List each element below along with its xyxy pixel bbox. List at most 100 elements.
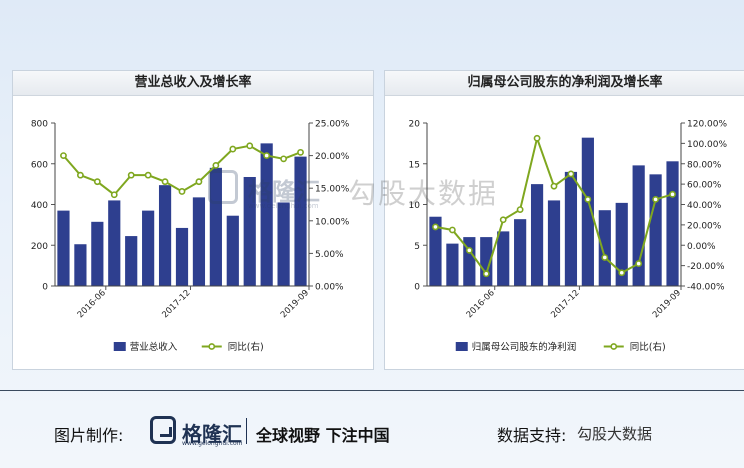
y-left-tick-label: 0 [42, 283, 48, 293]
growth-point [601, 254, 609, 261]
growth-point [297, 148, 304, 156]
bar [649, 174, 662, 286]
revenue-chart: 0 200 400 600 800 0.00% 5.00% 10.00% 15.00% 20.00… [31, 120, 350, 354]
y-right-tick-label: 60.00% [687, 181, 722, 191]
bar [446, 243, 459, 286]
footer-separator [246, 418, 247, 444]
bar [581, 137, 594, 286]
bar [108, 200, 121, 286]
growth-point [449, 226, 456, 234]
legend-line-label: 同比(右) [630, 341, 666, 353]
y-right-tick-label: 0.00% [315, 283, 344, 293]
net-profit-chart-panel: 归属母公司股东的净利润及增长率 0 5 10 15 20 -40.00% -20.00% 0.… [384, 70, 744, 370]
growth-point [465, 246, 473, 254]
growth-point [652, 196, 659, 203]
bar [547, 200, 561, 286]
y-right-tick-label: 10.00% [315, 217, 350, 227]
bar [91, 221, 104, 286]
x-tick-label: 2017-12 [160, 288, 192, 320]
bar [192, 197, 206, 286]
growth-point [127, 171, 135, 179]
y-right-tick-label: -20.00% [687, 262, 725, 272]
footer-divider [0, 390, 744, 391]
x-tick-label: 2017-12 [549, 288, 581, 320]
bar [158, 185, 172, 286]
growth-point [178, 188, 186, 195]
bar [514, 219, 527, 286]
y-right-tick-label: -40.00% [687, 283, 725, 293]
bar [243, 176, 256, 286]
growth-point [618, 269, 626, 277]
y-left-tick-label: 5 [414, 242, 420, 252]
y-left-tick-label: 20 [409, 120, 421, 130]
growth-point [550, 182, 558, 190]
legend-bar-label: 归属母公司股东的净利润 [472, 341, 577, 353]
bar [530, 184, 544, 286]
y-right-tick-label: 80.00% [687, 160, 722, 170]
bar [125, 236, 138, 286]
growth-point [246, 142, 254, 150]
legend-bar-swatch [113, 342, 126, 351]
growth-point [77, 171, 84, 179]
y-right-tick-label: 120.00% [687, 120, 727, 130]
bar [632, 165, 645, 286]
footer-brand: 格隆汇 [182, 422, 242, 446]
x-tick-label: 2019-09 [279, 288, 311, 320]
legend-line-marker [610, 343, 618, 350]
growth-point [144, 171, 152, 179]
growth-point [263, 152, 271, 159]
growth-point [110, 191, 118, 199]
brand-logo-icon [150, 416, 176, 444]
data-support-label: 数据支持: [497, 426, 567, 445]
bar [226, 215, 239, 286]
legend-bar-label: 营业总收入 [130, 341, 178, 353]
data-support-name: 勾股大数据 [577, 425, 653, 443]
bar [598, 210, 611, 286]
growth-point [195, 178, 203, 186]
x-tick-label: 2016-06 [465, 288, 497, 320]
y-right-tick-label: 20.00% [315, 152, 350, 162]
growth-point [229, 145, 237, 153]
y-left-tick-label: 200 [31, 242, 48, 252]
y-right-tick-label: 5.00% [315, 250, 344, 260]
x-tick-label: 2019-09 [651, 288, 683, 320]
y-left-tick-label: 0 [414, 283, 420, 293]
chart-title: 营业总收入及增长率 [13, 71, 373, 96]
footer-slogan: 全球视野 下注中国 [256, 426, 390, 445]
growth-point [567, 170, 575, 178]
growth-point [161, 178, 169, 186]
y-right-tick-label: 40.00% [687, 201, 722, 211]
y-left-tick-label: 400 [31, 201, 48, 211]
legend-bar-swatch [455, 342, 468, 351]
y-right-tick-label: 15.00% [315, 185, 350, 195]
growth-point [60, 152, 67, 159]
bar [666, 161, 679, 286]
y-left-tick-label: 600 [31, 160, 48, 170]
y-right-tick-label: 100.00% [687, 140, 727, 150]
growth-point [482, 270, 490, 278]
growth-point [533, 134, 541, 142]
growth-point [280, 155, 287, 163]
growth-point [93, 178, 101, 186]
growth-point [432, 223, 439, 231]
y-left-tick-label: 800 [31, 120, 48, 130]
chart-title: 归属母公司股东的净利润及增长率 [385, 71, 744, 96]
made-by-label: 图片制作: [54, 426, 124, 445]
bar [74, 244, 87, 286]
y-left-tick-label: 15 [409, 160, 420, 170]
bar [497, 231, 510, 286]
growth-point [635, 260, 643, 267]
y-right-tick-label: 20.00% [687, 221, 722, 231]
y-right-tick-label: 25.00% [315, 120, 350, 130]
net-profit-chart: 0 5 10 15 20 -40.00% -20.00% 0.00% 20.00% 40.00% 6… [409, 120, 728, 354]
bar [142, 210, 155, 286]
bar [564, 171, 578, 286]
bar [429, 216, 442, 286]
legend-line-label: 同比(右) [228, 341, 264, 353]
revenue-chart-panel: 营业总收入及增长率 0 200 400 600 800 0.00% 5.00% 10.00% 1… [12, 70, 374, 370]
growth-point [669, 190, 676, 198]
y-left-tick-label: 10 [409, 201, 421, 211]
y-right-tick-label: 0.00% [687, 242, 716, 252]
footer-brand-sub: www.gelonghui.com [182, 440, 243, 447]
legend-line-marker [208, 343, 216, 350]
